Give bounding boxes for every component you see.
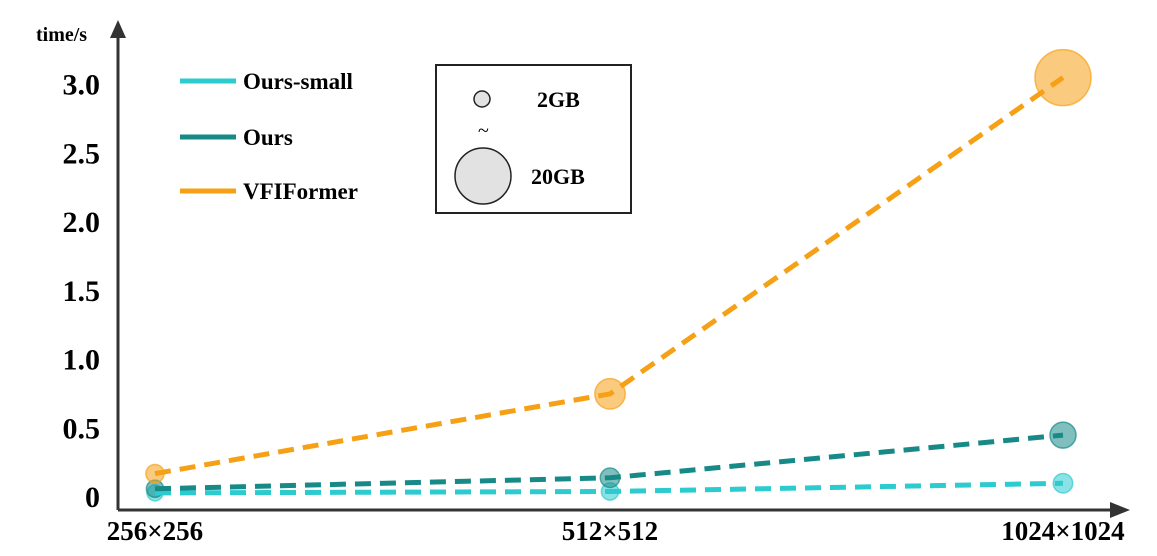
memory-legend: 2GB ~ 20GB bbox=[435, 64, 632, 214]
x-tick-label: 256×256 bbox=[107, 516, 203, 546]
y-axis-arrow bbox=[110, 20, 126, 38]
memory-legend-separator: ~ bbox=[478, 120, 489, 142]
y-tick-label: 2.0 bbox=[63, 206, 101, 239]
memory-legend-large-circle bbox=[454, 147, 512, 205]
series-2-line bbox=[154, 75, 1065, 477]
x-axis-arrow bbox=[1110, 502, 1130, 518]
y-axis-title: time/s bbox=[36, 24, 87, 46]
series-1-line bbox=[154, 432, 1064, 492]
legend-label: Ours-small bbox=[243, 69, 353, 94]
axes: time/s bbox=[36, 20, 1130, 518]
y-tick-label: 1.0 bbox=[63, 344, 101, 377]
legend-label: Ours bbox=[243, 125, 293, 150]
series-layer bbox=[145, 48, 1092, 502]
y-tick-label: 3.0 bbox=[63, 69, 101, 102]
y-tick-label: 2.5 bbox=[63, 137, 101, 170]
x-tick-label: 1024×1024 bbox=[1001, 516, 1124, 546]
series-0-line bbox=[154, 480, 1064, 496]
x-tick-labels: 256×256 512×512 1024×1024 bbox=[107, 516, 1125, 546]
memory-legend-large-label: 20GB bbox=[531, 164, 585, 189]
y-tick-labels: 0 0.5 1.0 1.5 2.0 2.5 3.0 bbox=[63, 69, 101, 515]
y-tick-label: 0 bbox=[85, 481, 100, 514]
series-legend: Ours-small Ours VFIFormer bbox=[180, 69, 358, 204]
y-tick-label: 0.5 bbox=[63, 412, 101, 445]
legend-label: VFIFormer bbox=[243, 179, 358, 204]
series-0-point bbox=[1052, 472, 1074, 494]
y-tick-label: 1.5 bbox=[63, 275, 101, 308]
memory-legend-small-circle bbox=[473, 90, 491, 108]
memory-legend-small-label: 2GB bbox=[537, 87, 580, 112]
x-tick-label: 512×512 bbox=[562, 516, 658, 546]
